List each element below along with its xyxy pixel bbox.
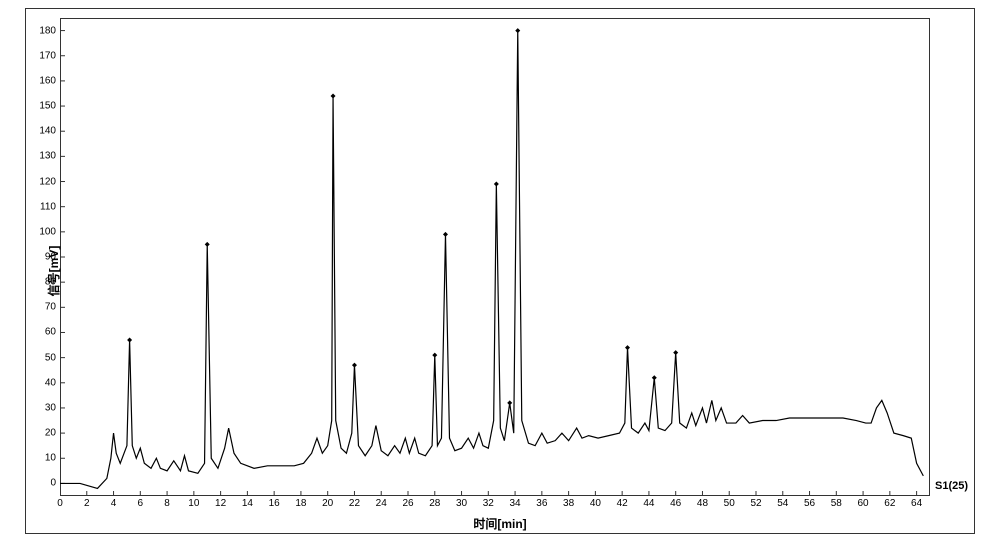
- x-tick: 12: [215, 498, 226, 509]
- peak-marker: [331, 93, 336, 98]
- y-tick: 180: [26, 25, 56, 36]
- x-tick: 28: [429, 498, 440, 509]
- peak-marker: [494, 182, 499, 187]
- x-tick: 44: [643, 498, 654, 509]
- x-tick: 62: [884, 498, 895, 509]
- y-tick: 160: [26, 75, 56, 86]
- x-tick: 18: [295, 498, 306, 509]
- y-tick: 70: [26, 302, 56, 313]
- x-tick: 56: [804, 498, 815, 509]
- x-tick: 32: [483, 498, 494, 509]
- x-tick: 36: [536, 498, 547, 509]
- peak-marker: [625, 345, 630, 350]
- y-tick: 100: [26, 226, 56, 237]
- x-tick: 48: [697, 498, 708, 509]
- x-tick: 40: [590, 498, 601, 509]
- peak-marker: [652, 375, 657, 380]
- x-tick: 46: [670, 498, 681, 509]
- y-tick: 60: [26, 327, 56, 338]
- x-tick: 6: [138, 498, 144, 509]
- x-tick: 10: [188, 498, 199, 509]
- peak-marker: [432, 353, 437, 358]
- peak-marker: [673, 350, 678, 355]
- x-tick: 2: [84, 498, 90, 509]
- x-tick: 0: [57, 498, 63, 509]
- x-tick: 58: [831, 498, 842, 509]
- peak-marker: [515, 28, 520, 33]
- x-tick: 50: [724, 498, 735, 509]
- x-tick: 14: [242, 498, 253, 509]
- x-tick: 24: [376, 498, 387, 509]
- x-axis-label: 时间[min]: [473, 515, 526, 532]
- chromatogram-line: [60, 31, 923, 489]
- x-tick: 4: [111, 498, 117, 509]
- x-tick: 54: [777, 498, 788, 509]
- y-tick: 130: [26, 151, 56, 162]
- x-tick: 22: [349, 498, 360, 509]
- peak-marker: [127, 338, 132, 343]
- peak-marker: [352, 363, 357, 368]
- x-tick: 52: [750, 498, 761, 509]
- y-tick: 120: [26, 176, 56, 187]
- x-tick: 38: [563, 498, 574, 509]
- y-tick: 50: [26, 352, 56, 363]
- y-tick: 20: [26, 428, 56, 439]
- x-tick: 64: [911, 498, 922, 509]
- x-tick: 26: [402, 498, 413, 509]
- x-tick: 16: [269, 498, 280, 509]
- y-tick: 110: [26, 201, 56, 212]
- y-tick: 80: [26, 277, 56, 288]
- x-tick: 42: [617, 498, 628, 509]
- x-tick: 30: [456, 498, 467, 509]
- y-tick: 40: [26, 377, 56, 388]
- y-tick: 30: [26, 402, 56, 413]
- peak-marker: [443, 232, 448, 237]
- chromatogram-chart: 信号[mV] 时间[min] 0102030405060708090100110…: [0, 0, 1000, 542]
- y-tick: 140: [26, 126, 56, 137]
- y-tick: 10: [26, 453, 56, 464]
- peak-marker: [507, 400, 512, 405]
- x-tick: 60: [858, 498, 869, 509]
- y-tick: 170: [26, 50, 56, 61]
- x-tick: 8: [164, 498, 170, 509]
- x-tick: 20: [322, 498, 333, 509]
- y-tick: 90: [26, 252, 56, 263]
- series-label: S1(25): [935, 480, 968, 492]
- peak-marker: [205, 242, 210, 247]
- chromatogram-trace: [60, 18, 930, 496]
- x-tick: 34: [510, 498, 521, 509]
- y-tick: 150: [26, 101, 56, 112]
- y-tick: 0: [26, 478, 56, 489]
